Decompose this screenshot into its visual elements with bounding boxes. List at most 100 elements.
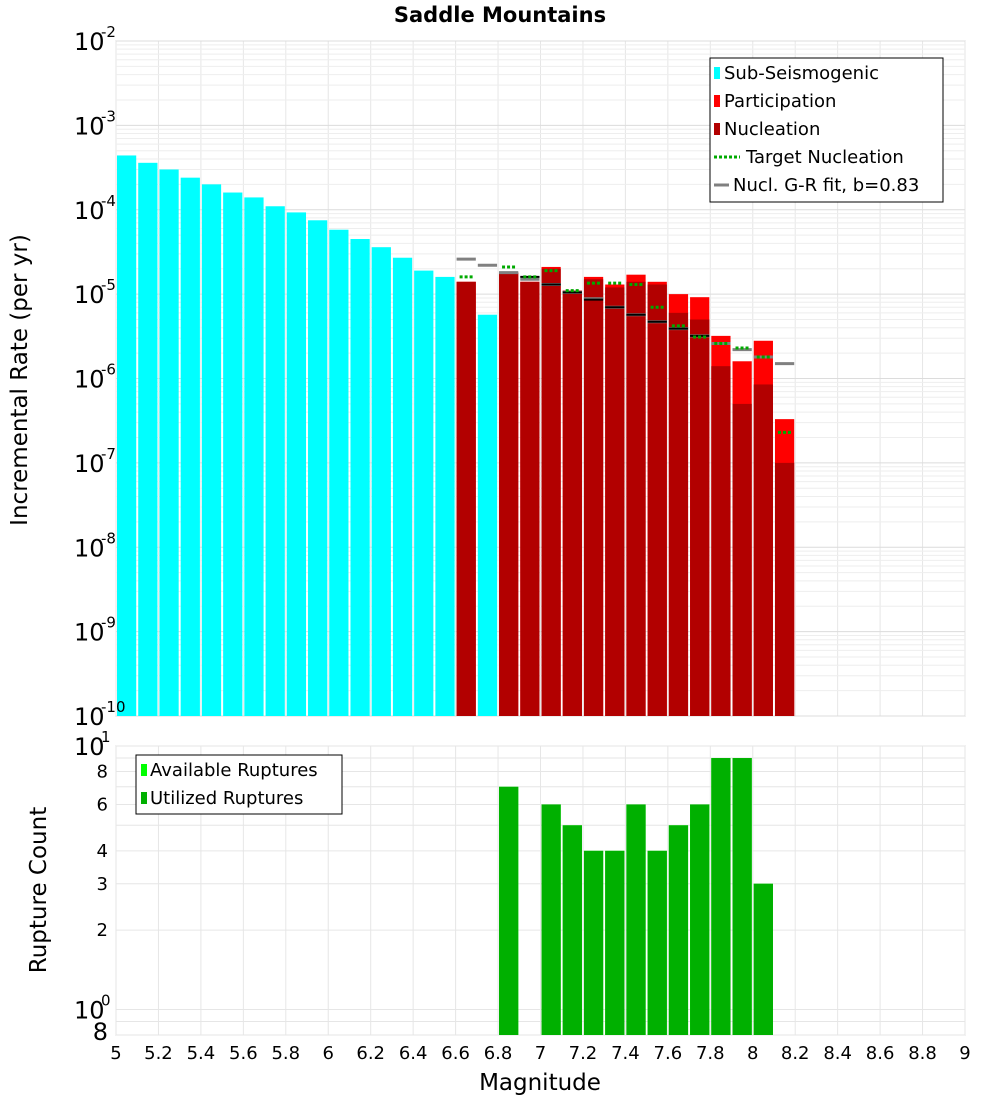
top-y-tick-label: 10 [74, 366, 105, 394]
nucleation-bar [626, 281, 646, 716]
nucleation-bar [499, 272, 519, 716]
nucleation-bar [732, 403, 752, 716]
sub-seismogenic-bar [244, 197, 264, 717]
top-y-tick-exponent: -2 [101, 23, 116, 41]
bottom-grid [115, 745, 966, 1036]
legend-swatch [141, 764, 147, 776]
bottom-y-tick-label: 10 [74, 996, 105, 1024]
x-tick-label: 7.2 [569, 1043, 598, 1064]
sub-seismogenic-bar [138, 162, 158, 716]
utilized-ruptures-bar [647, 850, 667, 1035]
top-y-tick-label: 10 [74, 197, 105, 225]
nucleation-bar [562, 290, 582, 716]
x-tick-label: 6.6 [441, 1043, 470, 1064]
top-y-tick-label: 10 [74, 281, 105, 309]
x-tick-label: 6.2 [356, 1043, 385, 1064]
sub-seismogenic-bar [435, 276, 455, 716]
utilized-ruptures-bar [626, 804, 646, 1035]
legend-swatch [714, 123, 720, 135]
utilized-ruptures-bar [562, 825, 582, 1035]
legend-label: Nucl. G-R fit, b=0.83 [733, 175, 919, 196]
top-y-tick-label: 10 [74, 619, 105, 647]
sub-seismogenic-bar [350, 239, 370, 716]
nucleation-bar [753, 384, 773, 716]
utilized-ruptures-bar [583, 850, 604, 1035]
x-tick-label: 5.4 [187, 1043, 216, 1064]
top-y-tick-labels: 10-210-310-410-510-610-710-810-910-10 [74, 23, 126, 731]
nucleation-bar [541, 268, 561, 716]
x-tick-label: 5.2 [144, 1043, 173, 1064]
bottom-y-tick-exponent: 1 [101, 728, 111, 746]
nucleation-bar [647, 284, 667, 716]
nucleation-bar [605, 287, 625, 716]
legend-label: Available Ruptures [150, 760, 318, 781]
bottom-y-tick-label: 8 [97, 762, 108, 783]
sub-seismogenic-bar [308, 220, 328, 717]
utilized-ruptures-bar [541, 804, 561, 1035]
chart-title: Saddle Mountains [394, 3, 606, 27]
nucleation-bar [583, 279, 604, 716]
top-y-axis-title: Incremental Rate (per yr) [7, 234, 33, 526]
top-y-tick-label: 10 [74, 703, 105, 731]
top-y-tick-exponent: -10 [101, 698, 126, 716]
bottom-y-tick-label: 8 [93, 1018, 108, 1046]
bottom-y-axis-title: Rupture Count [26, 807, 52, 973]
top-y-tick-label: 10 [74, 112, 105, 140]
nucleation-bar [690, 319, 710, 716]
x-tick-label: 7.8 [696, 1043, 725, 1064]
top-y-tick-label: 10 [74, 450, 105, 478]
x-tick-labels: 5 5.2 5.4 5.6 5.8 6 6.2 6.4 6.6 6.8 7 7.2 7.4 7.6 7.8 8… [110, 1043, 970, 1064]
utilized-ruptures-bar [605, 850, 625, 1035]
sub-seismogenic-bar [117, 155, 137, 716]
legend-swatch [141, 792, 147, 804]
legend-swatch [714, 95, 720, 107]
top-bars [117, 155, 795, 717]
x-tick-label: 8.6 [866, 1043, 895, 1064]
legend-label: Sub-Seismogenic [724, 63, 879, 84]
bottom-y-tick-exponent: 0 [101, 991, 111, 1009]
bottom-bars [499, 758, 773, 1035]
utilized-ruptures-bar [732, 758, 752, 1035]
top-y-tick-exponent: -6 [101, 361, 116, 379]
top-y-tick-exponent: -8 [101, 529, 116, 547]
x-tick-label: 7.4 [611, 1043, 640, 1064]
bottom-y-tick-label: 4 [97, 841, 108, 862]
top-plot: 10-210-310-410-510-610-710-810-910-10 Su… [74, 23, 966, 731]
top-y-tick-exponent: -9 [101, 614, 116, 632]
sub-seismogenic-bar [477, 314, 498, 716]
x-tick-label: 8.4 [823, 1043, 852, 1064]
x-tick-label: 6.8 [484, 1043, 513, 1064]
nucleation-bar [774, 462, 795, 716]
x-tick-label: 6.4 [399, 1043, 428, 1064]
nucleation-bar [456, 281, 476, 716]
x-tick-label: 7.6 [654, 1043, 683, 1064]
x-tick-label: 6 [323, 1043, 334, 1064]
legend-label: Utilized Ruptures [150, 788, 303, 809]
top-y-tick-exponent: -5 [101, 276, 116, 294]
utilized-ruptures-bar [499, 786, 519, 1035]
bottom-y-tick-label: 6 [97, 794, 108, 815]
top-y-tick-exponent: -3 [101, 107, 116, 125]
sub-seismogenic-bar [180, 177, 200, 716]
sub-seismogenic-bar [371, 247, 391, 716]
x-tick-label: 9 [959, 1043, 970, 1064]
x-tick-label: 8 [747, 1043, 758, 1064]
nucleation-bar [668, 312, 689, 716]
utilized-ruptures-bar [690, 804, 710, 1035]
bottom-legend: Available Ruptures Utilized Ruptures [135, 754, 343, 815]
utilized-ruptures-bar [753, 883, 773, 1035]
sub-seismogenic-bar [201, 184, 222, 717]
sub-seismogenic-bar [265, 206, 285, 716]
utilized-ruptures-bar [711, 758, 731, 1035]
legend-label: Participation [724, 91, 836, 112]
x-tick-label: 8.8 [908, 1043, 937, 1064]
nucleation-bar [520, 281, 540, 716]
sub-seismogenic-bar [329, 229, 349, 717]
top-y-tick-exponent: -7 [101, 445, 116, 463]
top-legend-box [709, 57, 944, 203]
x-tick-label: 8.2 [781, 1043, 810, 1064]
top-y-tick-label: 10 [74, 28, 105, 56]
sub-seismogenic-bar [392, 257, 413, 716]
